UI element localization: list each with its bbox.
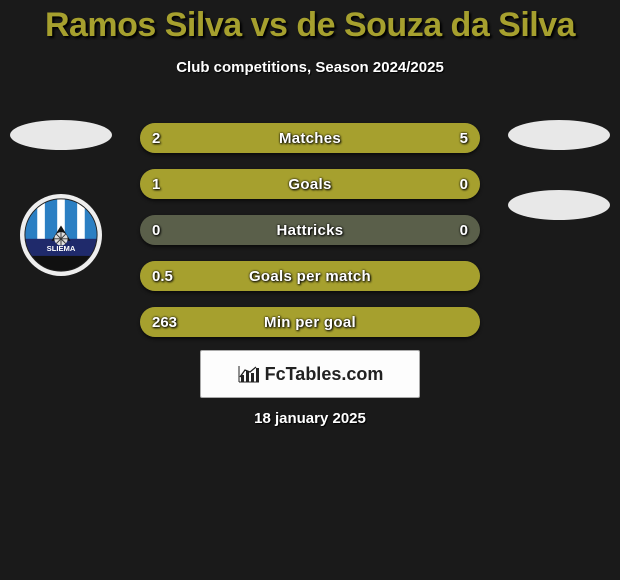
stat-right-value: 0 (460, 169, 468, 199)
stat-label: Goals (140, 169, 480, 199)
comparison-bars: 2Matches51Goals00Hattricks00.5Goals per … (140, 123, 480, 337)
right-player-column (504, 120, 614, 220)
right-player-avatar-placeholder (508, 120, 610, 150)
brand-text: FcTables.com (265, 364, 384, 385)
stat-label: Matches (140, 123, 480, 153)
brand-box[interactable]: FcTables.com (200, 350, 420, 398)
right-club-badge-placeholder (508, 190, 610, 220)
shield-icon: SLIEMA (23, 197, 99, 273)
stat-right-value: 5 (460, 123, 468, 153)
club-badge-text: SLIEMA (47, 244, 76, 253)
page-title: Ramos Silva vs de Souza da Silva (0, 0, 620, 45)
infographic-date: 18 january 2025 (0, 410, 620, 427)
left-player-avatar-placeholder (10, 120, 112, 150)
stat-row: 0Hattricks0 (140, 215, 480, 245)
stat-right-value: 0 (460, 215, 468, 245)
stat-row: 0.5Goals per match (140, 261, 480, 291)
bar-chart-icon (237, 364, 261, 384)
stat-row: 1Goals0 (140, 169, 480, 199)
stat-row: 2Matches5 (140, 123, 480, 153)
left-player-column: SLIEMA (6, 120, 116, 276)
left-club-badge: SLIEMA (20, 194, 102, 276)
stat-label: Hattricks (140, 215, 480, 245)
stat-label: Goals per match (140, 261, 480, 291)
stat-label: Min per goal (140, 307, 480, 337)
page-subtitle: Club competitions, Season 2024/2025 (0, 59, 620, 76)
stat-row: 263Min per goal (140, 307, 480, 337)
